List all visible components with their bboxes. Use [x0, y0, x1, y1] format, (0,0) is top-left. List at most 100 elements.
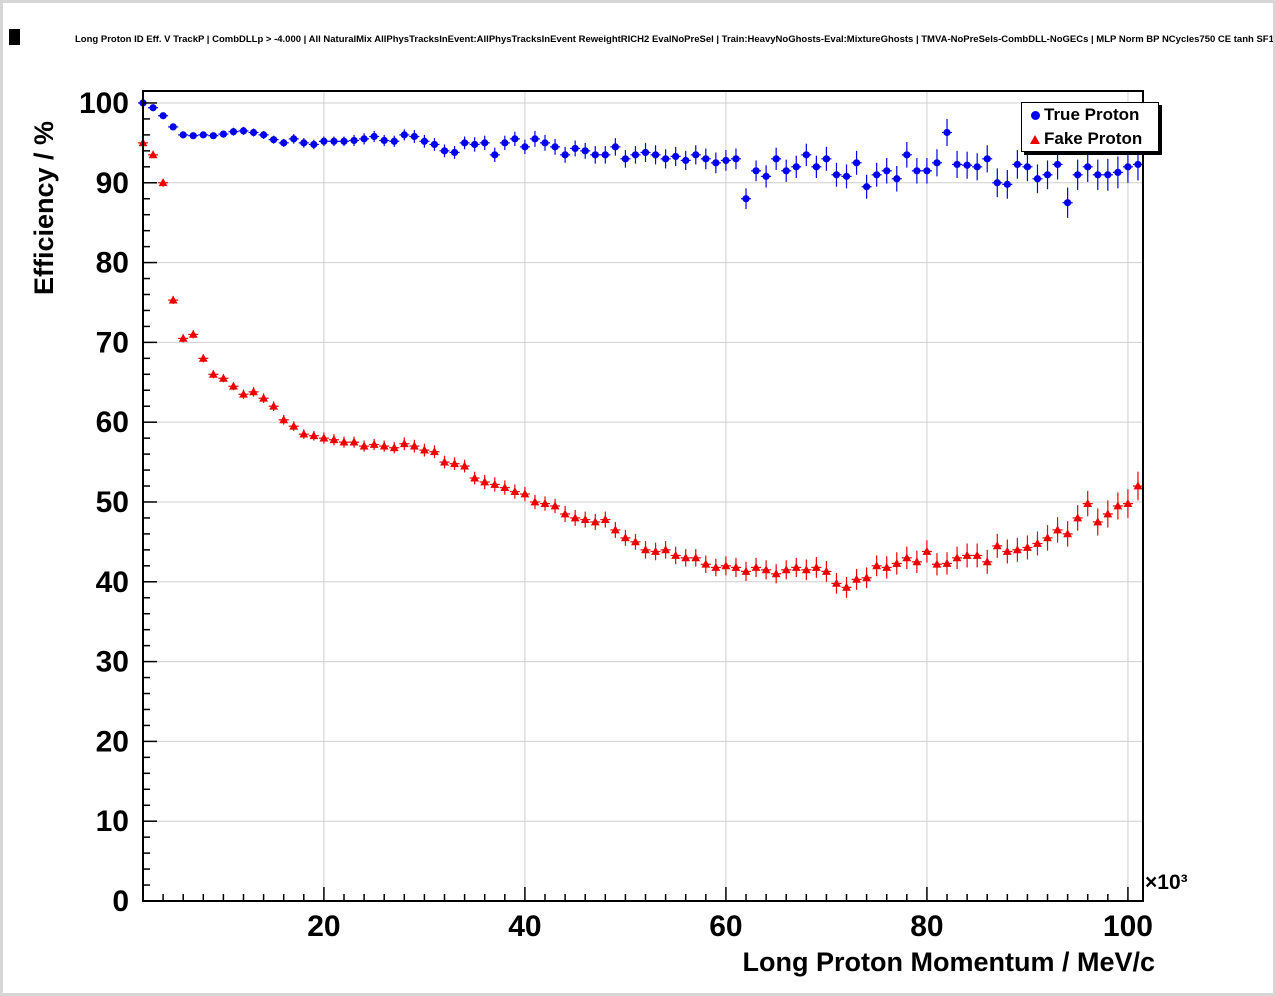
data-point — [379, 441, 389, 450]
data-point — [249, 128, 258, 137]
data-point — [229, 381, 238, 390]
data-point — [270, 136, 278, 144]
plot-title: Long Proton ID Eff. V TrackP | CombDLLp … — [75, 34, 1276, 45]
data-point — [832, 578, 841, 587]
data-point — [561, 151, 569, 159]
data-point — [631, 537, 640, 546]
data-point — [208, 369, 218, 378]
data-point — [239, 389, 248, 398]
data-point — [1053, 525, 1062, 534]
data-point — [430, 447, 439, 456]
data-point — [531, 135, 539, 143]
data-point — [611, 143, 619, 151]
data-point — [641, 148, 650, 157]
data-point — [360, 135, 368, 143]
data-point — [440, 147, 449, 155]
data-point — [350, 136, 358, 145]
data-point — [801, 565, 811, 574]
data-point — [963, 161, 971, 169]
data-point — [329, 435, 339, 444]
data-point — [571, 144, 579, 153]
data-point — [1002, 546, 1012, 555]
data-point — [1023, 163, 1032, 171]
data-point — [1003, 180, 1011, 188]
data-point — [1033, 538, 1042, 547]
legend-entry-fake-proton: Fake Proton — [1022, 127, 1158, 151]
data-point — [702, 155, 710, 163]
data-point — [169, 123, 177, 131]
data-point — [761, 565, 771, 574]
plot-frame — [142, 90, 1144, 902]
data-point — [792, 163, 800, 171]
y-tick-label: 50 — [96, 486, 129, 519]
data-point — [461, 139, 469, 147]
data-point — [631, 151, 640, 159]
data-point — [1104, 171, 1112, 179]
data-point — [892, 558, 902, 567]
data-point — [470, 473, 480, 482]
data-point — [178, 333, 188, 342]
data-point — [1124, 163, 1132, 171]
data-point — [309, 431, 319, 440]
data-point — [299, 429, 309, 438]
data-point — [621, 155, 630, 163]
x-tick-label: 100 — [1103, 910, 1153, 943]
data-point — [279, 415, 289, 424]
data-point — [912, 557, 922, 566]
data-point — [923, 167, 931, 175]
data-point — [1094, 171, 1102, 179]
axis-ticks — [143, 102, 1129, 902]
data-point — [641, 545, 650, 554]
fake-proton-marker-icon — [1030, 134, 1040, 144]
data-point — [922, 546, 932, 555]
data-point — [209, 132, 217, 140]
data-point — [711, 562, 721, 571]
data-point — [973, 163, 981, 171]
data-point — [842, 582, 851, 591]
true-proton-marker-icon — [1030, 110, 1040, 120]
data-point — [822, 155, 831, 163]
y-tick-label: 0 — [112, 885, 129, 918]
data-point — [1053, 160, 1062, 169]
data-point — [560, 509, 570, 518]
data-point — [1103, 509, 1113, 518]
data-point — [239, 127, 248, 135]
data-point — [883, 167, 891, 175]
data-point — [952, 553, 962, 562]
data-point — [1043, 533, 1052, 542]
data-point — [933, 159, 941, 167]
data-point — [290, 135, 298, 143]
data-point — [389, 443, 399, 452]
data-point — [219, 130, 228, 138]
y-tick-label: 30 — [96, 646, 129, 679]
data-point — [280, 139, 288, 147]
data-point — [863, 183, 871, 191]
data-point — [1073, 513, 1083, 522]
data-point — [942, 558, 952, 567]
data-point — [229, 128, 238, 136]
data-point — [520, 489, 530, 498]
data-point — [701, 559, 711, 568]
data-point — [932, 559, 942, 568]
data-point — [962, 550, 972, 559]
data-point — [1013, 160, 1021, 169]
data-point — [661, 545, 671, 554]
data-point — [651, 151, 660, 159]
data-point — [481, 139, 489, 147]
data-point — [1043, 171, 1052, 179]
data-point — [511, 135, 519, 143]
canvas-corner-mark — [9, 29, 20, 45]
data-point — [259, 393, 269, 402]
grid — [143, 91, 1143, 901]
data-point — [570, 513, 580, 522]
data-point — [1114, 168, 1122, 176]
data-point — [983, 155, 991, 163]
data-point — [591, 151, 599, 159]
data-point — [1012, 545, 1022, 554]
data-point — [310, 140, 318, 149]
data-point — [1074, 171, 1082, 179]
data-point — [1063, 529, 1073, 538]
data-point — [742, 195, 750, 203]
data-point — [430, 140, 439, 149]
